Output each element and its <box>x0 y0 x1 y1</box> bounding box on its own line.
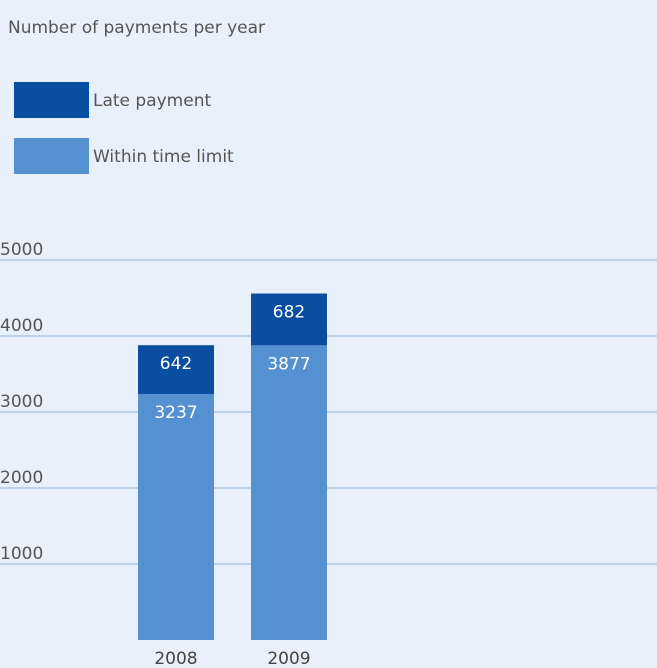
chart-title: Number of payments per year <box>8 18 265 38</box>
legend-label-late-payment: Late payment <box>93 91 211 111</box>
y-tick-label-1000: 1000 <box>0 544 43 564</box>
bar-label-late-payment-2008: 642 <box>160 354 192 374</box>
bar-label-within-time-limit-2008: 3237 <box>154 403 197 423</box>
x-tick-label-2009: 2009 <box>267 649 310 668</box>
y-tick-label-3000: 3000 <box>0 392 43 412</box>
y-tick-label-2000: 2000 <box>0 468 43 488</box>
legend-label-within-time-limit: Within time limit <box>93 147 234 167</box>
gridlines: 1000 2000 3000 4000 5000 <box>0 240 657 565</box>
bar-late-payment-2008 <box>138 345 214 394</box>
bar-label-late-payment-2009: 682 <box>273 303 305 323</box>
y-tick-label-4000: 4000 <box>0 316 43 336</box>
legend-swatch-late-payment <box>14 82 89 118</box>
legend: Late payment Within time limit <box>14 82 234 174</box>
bar-label-within-time-limit-2009: 3877 <box>267 354 310 374</box>
bar-within-time-limit-2009 <box>251 345 327 640</box>
bar-within-time-limit-2008 <box>138 393 214 640</box>
bar-late-payment-2009 <box>251 293 327 346</box>
y-tick-label-5000: 5000 <box>0 240 43 260</box>
bars: 3237 642 2008 3877 682 2009 <box>138 293 327 668</box>
x-tick-label-2008: 2008 <box>154 649 197 668</box>
legend-swatch-within-time-limit <box>14 138 89 174</box>
